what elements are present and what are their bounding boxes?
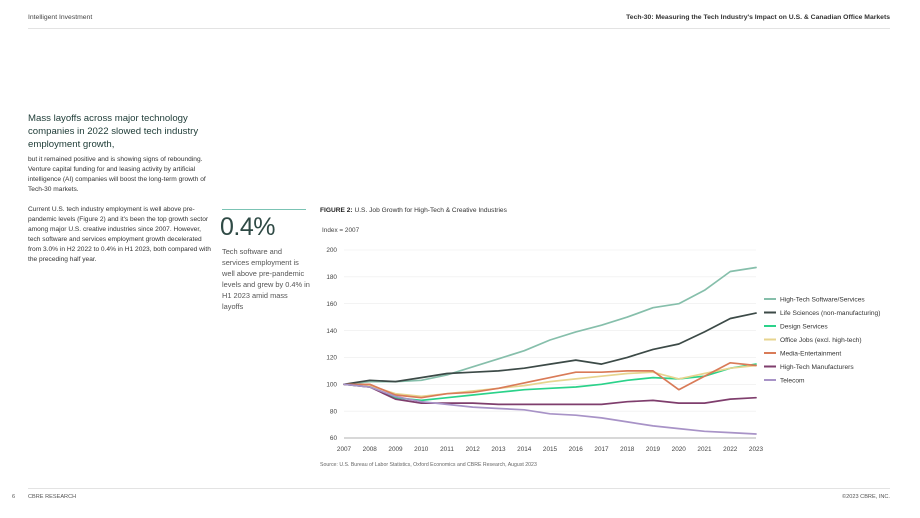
x-tick-2009: 2009 xyxy=(388,446,403,453)
x-tick-2007: 2007 xyxy=(337,446,352,453)
x-tick-2019: 2019 xyxy=(646,446,661,453)
x-tick-2018: 2018 xyxy=(620,446,635,453)
x-tick-2023: 2023 xyxy=(749,446,764,453)
figure-source: Source: U.S. Bureau of Labor Statistics,… xyxy=(320,462,537,468)
intro-paragraph-1: but it remained positive and is showing … xyxy=(28,156,206,193)
x-tick-2016: 2016 xyxy=(569,446,584,453)
intro-lead: Mass layoffs across major technology com… xyxy=(28,113,199,150)
figure-label: FIGURE 2: xyxy=(320,207,353,214)
y-tick-120: 120 xyxy=(326,355,337,362)
series-line-office-jobs-excl-high-tech xyxy=(343,364,757,398)
x-tick-2008: 2008 xyxy=(363,446,378,453)
x-tick-2013: 2013 xyxy=(491,446,506,453)
intro-paragraph-2: Current U.S. tech industry employment is… xyxy=(28,206,211,263)
y-axis-label: Index = 2007 xyxy=(322,227,360,234)
figure-title-text: U.S. Job Growth for High-Tech & Creative… xyxy=(354,207,507,214)
y-tick-200: 200 xyxy=(326,247,337,254)
callout-text: Tech software and services employment is… xyxy=(222,247,310,311)
callout-rule xyxy=(222,209,306,210)
y-tick-60: 60 xyxy=(330,435,338,442)
footer-brand: CBRE RESEARCH xyxy=(28,494,77,500)
footer-divider xyxy=(28,488,890,489)
series-line-media-entertainment xyxy=(343,361,757,399)
header-section-title: Intelligent Investment xyxy=(28,14,93,21)
x-tick-2010: 2010 xyxy=(414,446,429,453)
figure-title: FIGURE 2: U.S. Job Growth for High-Tech … xyxy=(320,207,507,214)
header-report-title: Tech-30: Measuring the Tech Industry's I… xyxy=(626,14,890,21)
y-tick-80: 80 xyxy=(330,408,338,415)
x-tick-2021: 2021 xyxy=(697,446,712,453)
x-tick-2011: 2011 xyxy=(440,446,454,453)
x-tick-2014: 2014 xyxy=(517,446,532,453)
series-line-life-sciences-non-manufacturing xyxy=(343,312,757,386)
page-number: 6 xyxy=(12,494,16,500)
y-tick-180: 180 xyxy=(326,274,337,281)
y-tick-100: 100 xyxy=(326,381,337,388)
series-line-high-tech-software-services xyxy=(343,266,757,386)
job-growth-line-chart: Index = 2007 60 80 100 120 140 160 180 200 2007 20… xyxy=(322,227,880,453)
footer-copyright: ©2023 CBRE, INC. xyxy=(842,494,890,500)
y-tick-160: 160 xyxy=(326,301,337,308)
x-tick-2012: 2012 xyxy=(466,446,481,453)
legend-label-office-jobs-excl-high-tech: Office Jobs (excl. high-tech) xyxy=(780,337,862,344)
legend-label-high-tech-manufacturers: High-Tech Manufacturers xyxy=(780,364,854,371)
x-tick-2017: 2017 xyxy=(594,446,609,453)
header-divider xyxy=(28,28,890,29)
series-line-high-tech-manufacturers xyxy=(343,383,757,406)
x-tick-2015: 2015 xyxy=(543,446,558,453)
legend-label-telecom: Telecom xyxy=(780,377,805,384)
series-line-telecom xyxy=(343,383,757,435)
legend-label-design-services: Design Services xyxy=(780,323,828,330)
legend-label-life-sciences-non-manufacturing: Life Sciences (non-manufacturing) xyxy=(780,310,880,317)
callout-value: 0.4% xyxy=(220,213,275,241)
x-tick-2020: 2020 xyxy=(672,446,687,453)
legend-label-high-tech-software-services: High-Tech Software/Services xyxy=(780,296,865,303)
x-tick-2022: 2022 xyxy=(723,446,738,453)
legend-label-media-entertainment: Media-Entertainment xyxy=(780,350,841,357)
y-tick-140: 140 xyxy=(326,328,337,335)
